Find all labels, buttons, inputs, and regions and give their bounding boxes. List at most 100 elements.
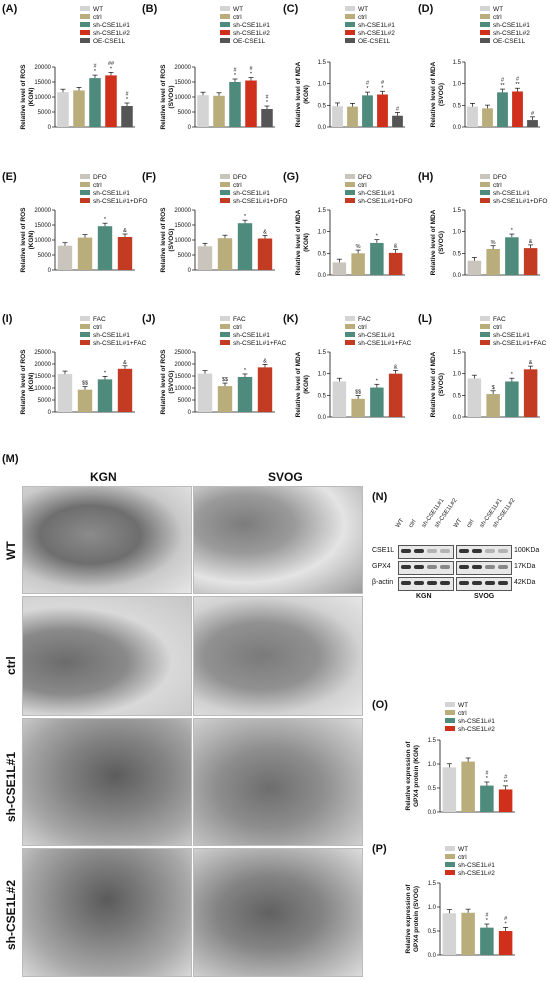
bar-F-2 [237,223,253,270]
y-tick-label-P-3: 1.5 [428,881,437,887]
y-tick-label-H-2: 1.0 [453,230,462,236]
sig-E-2-0: * [104,217,107,223]
legend-swatch-D-4 [480,38,490,43]
wb-band-2-0-1 [414,581,424,585]
sig-O-3-1: ** [503,780,508,786]
legend-label-A-1: ctrl [93,14,102,21]
legend-label-A-3: sh-CSE1L#2 [93,30,130,37]
legend-swatch-H-2 [480,190,490,195]
sig-P-3-0: # [504,916,508,922]
y-tick-label-P-0: 0.0 [428,953,437,959]
wb-band-0-1-2 [485,549,495,553]
y-tick-label-C-0: 0.0 [318,125,327,131]
legend-label-D-3: sh-CSE1L#2 [493,30,530,37]
em-svog-sh2 [193,848,363,977]
sig-I-1-0: $$ [82,381,88,387]
em-row-label-wt: WT [4,541,18,560]
y-tick-label-J-1: 5000 [178,398,192,404]
legend-swatch-B-4 [220,38,230,43]
panel-label-I: (I) [2,313,13,325]
legend-swatch-L-1 [480,324,490,329]
legend-swatch-A-1 [80,14,90,19]
sig-B-3-0: # [249,66,253,72]
legend-label-K-3: sh-CSE1L#1+FAC [358,340,412,347]
y-label-P-1: GPX4 protein (SVOG) [413,886,420,952]
legend-label-F-3: sh-CSE1L#1+DFO [233,198,287,205]
panel-label-N: (N) [372,491,388,503]
legend-label-L-3: sh-CSE1L#1+FAC [493,340,547,347]
bar-K-1 [351,398,365,417]
legend-label-L-0: FAC [493,316,506,323]
y-tick-label-H-0: 0.0 [453,273,462,279]
y-tick-label-J-2: 10000 [174,386,191,392]
panel-label-P: (P) [372,843,387,855]
wb-lane-label-4: WT [453,517,464,529]
wb-group-label-0: KGN [416,593,432,600]
legend-label-F-0: DFO [233,174,247,181]
bar-A-0 [57,92,69,127]
legend-label-H-3: sh-CSE1L#1+DFO [493,198,547,205]
legend-label-I-0: FAC [93,316,106,323]
y-label-K-1: (KGN) [303,375,310,394]
legend-label-K-1: ctrl [358,324,367,331]
panel-label-K: (K) [283,313,299,325]
y-label-A-1: (KGN) [28,88,35,107]
y-tick-label-F-1: 5000 [178,253,192,259]
legend-swatch-P-0 [445,846,455,851]
sig-J-3-0: & [263,358,267,364]
legend-swatch-C-4 [345,38,355,43]
panel-label-E: (E) [2,171,17,183]
legend-swatch-F-2 [220,190,230,195]
y-tick-label-I-2: 10000 [34,386,51,392]
em-kgn-wt [22,486,192,594]
y-label-K-0: Relative level of MDA [295,351,302,417]
wb-strip-0-1 [456,545,512,559]
bar-C-4 [392,115,403,127]
legend-swatch-G-3 [345,198,355,203]
legend-label-J-2: sh-CSE1L#1 [233,332,270,339]
y-tick-label-A-3: 15000 [34,80,51,86]
legend-swatch-I-3 [80,340,90,345]
y-tick-label-E-3: 15000 [34,223,51,229]
bar-B-4 [261,109,273,127]
y-label-J-1: (SVOG) [168,370,175,393]
sig-D-4-0: # [531,111,535,117]
em-svog-ctrl [193,596,363,716]
legend-swatch-K-2 [345,332,355,337]
legend-swatch-H-1 [480,182,490,187]
y-tick-label-B-3: 15000 [174,80,191,86]
legend-label-P-2: sh-CSE1L#1 [458,862,495,869]
legend-swatch-K-3 [345,340,355,345]
sig-A-3-0: ## [108,61,115,67]
bar-F-0 [197,246,213,270]
y-tick-label-J-0: 0 [188,410,192,416]
legend-label-B-3: sh-CSE1L#2 [233,30,270,37]
legend-label-F-2: sh-CSE1L#1 [233,190,270,197]
y-tick-label-A-1: 5000 [38,110,52,116]
wb-band-1-0-0 [401,565,411,569]
em-col-label-svog: SVOG [268,470,303,484]
y-tick-label-C-2: 1.0 [318,82,327,88]
sig-C-2-0: # [366,81,370,87]
panel-label-J: (J) [142,313,156,325]
y-label-C-1: (KGN) [303,85,310,104]
sig-P-3-1: * [505,921,508,927]
y-tick-label-K-2: 1.0 [318,372,327,378]
bar-B-1 [213,95,225,127]
bar-O-0 [442,767,457,812]
y-tick-label-B-2: 10000 [174,95,191,101]
bar-G-0 [332,262,347,275]
legend-label-F-1: ctrl [233,182,242,189]
sig-O-2-1: * [486,776,489,782]
wb-band-1-0-1 [414,565,424,569]
wb-band-1-1-1 [472,565,482,569]
western-blot: WT ctrl sh-CSE1L#1 sh-CSE1L#2 WT ctrl sh-CSE1L… [372,498,548,600]
wb-row-label-1: GPX4 [372,563,391,570]
bar-C-0 [332,106,343,127]
y-tick-label-L-0: 0.0 [453,415,462,421]
legend-label-O-3: sh-CSE1L#2 [458,726,495,733]
panel-label-B: (B) [142,3,158,15]
legend-label-E-0: DFO [93,174,107,181]
y-tick-label-H-3: 1.5 [453,208,462,214]
legend-swatch-E-1 [80,182,90,187]
